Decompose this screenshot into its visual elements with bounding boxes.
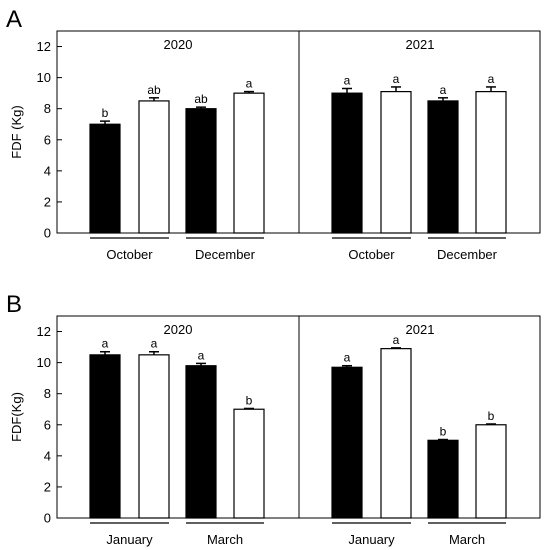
bar xyxy=(185,108,217,234)
significance-letter: b xyxy=(246,393,253,407)
x-group-label: December xyxy=(437,247,498,262)
bar xyxy=(427,100,459,234)
significance-letter: b xyxy=(440,425,447,439)
significance-letter: a xyxy=(246,77,253,91)
x-group-label: March xyxy=(207,532,243,547)
significance-letter: a xyxy=(488,72,495,86)
y-tick-label: 0 xyxy=(44,511,51,526)
bar xyxy=(475,90,507,234)
bar xyxy=(475,424,507,519)
y-axis-label: FDF(Kg) xyxy=(9,392,24,442)
y-tick-label: 0 xyxy=(44,226,51,241)
y-tick-label: 10 xyxy=(37,70,51,85)
bar xyxy=(331,92,363,234)
bar xyxy=(185,365,217,519)
subplot-title: 2020 xyxy=(164,322,193,337)
x-group-label: October xyxy=(106,247,153,262)
significance-letter: a xyxy=(393,72,400,86)
subplot-title: 2020 xyxy=(164,37,193,52)
y-tick-label: 8 xyxy=(44,386,51,401)
bar xyxy=(89,354,121,519)
significance-letter: a xyxy=(344,351,351,365)
significance-letter: a xyxy=(102,337,109,351)
significance-letter: a xyxy=(440,83,447,97)
y-tick-label: 6 xyxy=(44,132,51,147)
subplot-title: 2021 xyxy=(406,37,435,52)
y-tick-label: 2 xyxy=(44,194,51,209)
y-tick-label: 10 xyxy=(37,355,51,370)
y-tick-label: 2 xyxy=(44,479,51,494)
bar xyxy=(233,92,265,234)
y-tick-label: 12 xyxy=(37,39,51,54)
subplot-title: 2021 xyxy=(406,322,435,337)
y-axis-label: FDF (Kg) xyxy=(9,105,24,158)
significance-letter: ab xyxy=(147,83,161,97)
x-group-label: December xyxy=(195,247,256,262)
x-group-label: January xyxy=(106,532,153,547)
y-tick-label: 12 xyxy=(37,324,51,339)
x-group-label: March xyxy=(449,532,485,547)
significance-letter: a xyxy=(344,73,351,87)
y-tick-label: 6 xyxy=(44,417,51,432)
significance-letter: a xyxy=(151,337,158,351)
bar xyxy=(380,348,412,519)
x-group-label: January xyxy=(348,532,395,547)
panel-label: B xyxy=(6,291,22,318)
bar xyxy=(138,100,170,234)
significance-letter: a xyxy=(198,348,205,362)
y-tick-label: 4 xyxy=(44,448,51,463)
bar xyxy=(138,354,170,519)
significance-letter: ab xyxy=(194,92,208,106)
bar xyxy=(331,366,363,519)
y-tick-label: 4 xyxy=(44,163,51,178)
significance-letter: a xyxy=(393,333,400,347)
significance-letter: b xyxy=(102,106,109,120)
significance-letter: b xyxy=(488,409,495,423)
panel-label: A xyxy=(6,6,22,33)
bar xyxy=(427,439,459,519)
bar xyxy=(380,90,412,234)
bar xyxy=(89,123,121,234)
x-group-label: October xyxy=(348,247,395,262)
bar xyxy=(233,408,265,519)
y-tick-label: 8 xyxy=(44,101,51,116)
